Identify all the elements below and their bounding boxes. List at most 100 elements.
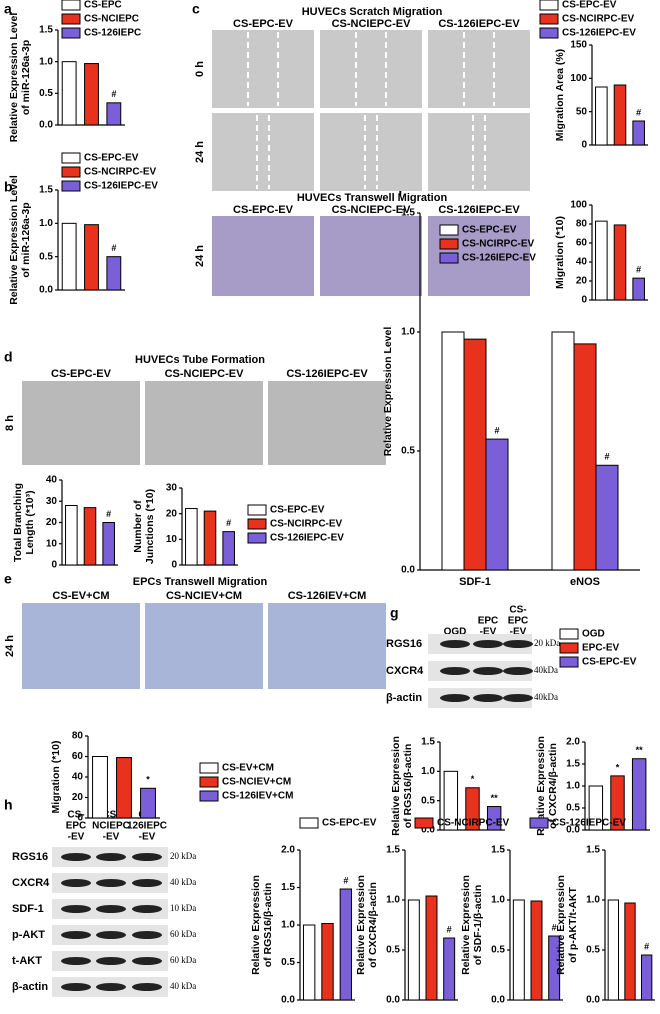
blot-row-label: RGS16 bbox=[12, 851, 48, 863]
bar bbox=[551, 331, 575, 571]
bar bbox=[116, 757, 132, 819]
image-column-label: CS-EV+CM bbox=[52, 590, 109, 602]
bar bbox=[588, 785, 604, 831]
y-tick-label: 20 bbox=[166, 508, 178, 519]
y-axis-label: of miR-126a-3p bbox=[20, 202, 32, 277]
y-tick-label: 40 bbox=[72, 772, 84, 783]
image-column-label: CS-NCIEPC-EV bbox=[165, 368, 245, 380]
legend-swatch bbox=[539, 27, 559, 39]
image-group-title: HUVECs Transwell Migration bbox=[297, 192, 448, 204]
blot-band bbox=[96, 931, 126, 939]
legend-label: CS-126IEPC-EV bbox=[462, 253, 536, 264]
y-axis-label: Migration (*10) bbox=[50, 741, 62, 814]
y-tick-label: 1.5 bbox=[281, 882, 295, 893]
image-group-title: HUVECs Tube Formation bbox=[135, 354, 265, 366]
blot-marker: 10 kDa bbox=[170, 903, 196, 913]
significance-label: # bbox=[106, 509, 111, 519]
blot-row-label: CXCR4 bbox=[12, 877, 50, 889]
significance-label: # bbox=[636, 265, 641, 275]
y-tick-label: 0.0 bbox=[401, 565, 415, 576]
bar bbox=[631, 758, 647, 831]
blot-band bbox=[473, 667, 503, 675]
bar bbox=[302, 924, 316, 1001]
significance-label: * bbox=[616, 762, 620, 772]
y-tick-label: 0 bbox=[581, 295, 587, 306]
blot-band bbox=[503, 640, 533, 648]
legend-label: CS-126IEPC-EV bbox=[552, 818, 626, 829]
bar bbox=[83, 507, 97, 566]
legend-swatch bbox=[559, 628, 579, 640]
blot-band bbox=[96, 853, 126, 861]
legend-label: CS-EPC-EV bbox=[84, 153, 139, 164]
legend-swatch bbox=[299, 817, 319, 829]
bar bbox=[465, 787, 480, 831]
y-tick-label: 0.0 bbox=[421, 825, 435, 836]
y-tick-label: 30 bbox=[166, 483, 178, 494]
blot-row-label: β-actin bbox=[386, 692, 422, 704]
blot-marker: 40 kDa bbox=[170, 877, 196, 887]
micrograph bbox=[212, 113, 314, 191]
y-tick-label: 0.0 bbox=[566, 825, 580, 836]
legend-swatch bbox=[199, 762, 219, 774]
y-axis-label: Junctions (*10) bbox=[144, 489, 156, 564]
blot-lane-label: CS- bbox=[509, 605, 526, 616]
blot-lane-label: -EV bbox=[103, 832, 120, 843]
image-column-label: CS-EPC-EV bbox=[233, 204, 294, 216]
y-tick-label: 30 bbox=[46, 496, 58, 507]
legend-label: CS-EV+CM bbox=[222, 763, 274, 774]
y-tick-label: 0.5 bbox=[39, 88, 53, 99]
blot-lane-label: -EV bbox=[68, 832, 85, 843]
legend-label: CS-126IEV+CM bbox=[222, 791, 293, 802]
blot-lane-label: CS- bbox=[67, 810, 84, 821]
panel-letter: a bbox=[4, 1, 12, 17]
legend-label: CS-126IEPC-EV bbox=[270, 533, 344, 544]
bar bbox=[548, 935, 561, 1001]
legend-swatch bbox=[247, 504, 267, 516]
y-axis-label: of p-AKT/t-AKT bbox=[567, 887, 579, 963]
image-column-label: CS-126IEPC-EV bbox=[286, 368, 368, 380]
bar bbox=[222, 531, 235, 566]
blot-lane-label: 126IEPC bbox=[127, 821, 167, 832]
significance-label: # bbox=[604, 452, 609, 462]
image-row-label: 0 h bbox=[194, 61, 206, 77]
image-row-label: 24 h bbox=[194, 245, 206, 267]
blot-band bbox=[132, 983, 162, 991]
image-column-label: CS-NCIEV+CM bbox=[166, 590, 242, 602]
bar bbox=[106, 256, 122, 291]
significance-label: # bbox=[343, 875, 348, 885]
y-tick-label: 1.0 bbox=[386, 895, 400, 906]
significance-label: # bbox=[111, 89, 116, 99]
legend-label: EPC-EV bbox=[582, 643, 620, 654]
blot-band bbox=[440, 694, 470, 702]
legend-label: CS-126IEPC-EV bbox=[562, 28, 636, 39]
bar bbox=[443, 937, 456, 1001]
image-column-label: CS-126IEV+CM bbox=[288, 590, 367, 602]
bar bbox=[607, 899, 620, 1001]
image-column-label: CS-NCIEPC-EV bbox=[332, 204, 412, 216]
y-tick-label: 100 bbox=[570, 200, 587, 211]
bar bbox=[463, 338, 487, 571]
panel-letter: g bbox=[390, 605, 399, 621]
micrograph bbox=[320, 30, 422, 108]
legend-swatch bbox=[199, 790, 219, 802]
bar bbox=[140, 787, 156, 819]
significance-label: * bbox=[146, 775, 150, 785]
blot-band bbox=[96, 905, 126, 913]
blot-marker: 20 kDa bbox=[534, 638, 560, 648]
significance-label: # bbox=[111, 243, 116, 253]
legend-swatch bbox=[414, 817, 434, 829]
y-tick-label: 0.5 bbox=[39, 251, 53, 262]
bar bbox=[407, 899, 420, 1001]
legend-swatch bbox=[529, 817, 549, 829]
y-axis-label: of CXCR4/β-actin bbox=[367, 882, 379, 968]
y-tick-label: 20 bbox=[72, 792, 84, 803]
micrograph bbox=[22, 381, 140, 465]
legend-swatch bbox=[439, 224, 459, 236]
blot-band bbox=[61, 931, 91, 939]
legend-label: CS-EPC-EV bbox=[582, 657, 637, 668]
image-column-label: CS-EPC-EV bbox=[51, 368, 112, 380]
blot-row-label: RGS16 bbox=[386, 638, 422, 650]
blot-band bbox=[440, 640, 470, 648]
y-tick-label: 1.0 bbox=[39, 218, 53, 229]
blot-row-label: SDF-1 bbox=[12, 903, 44, 915]
